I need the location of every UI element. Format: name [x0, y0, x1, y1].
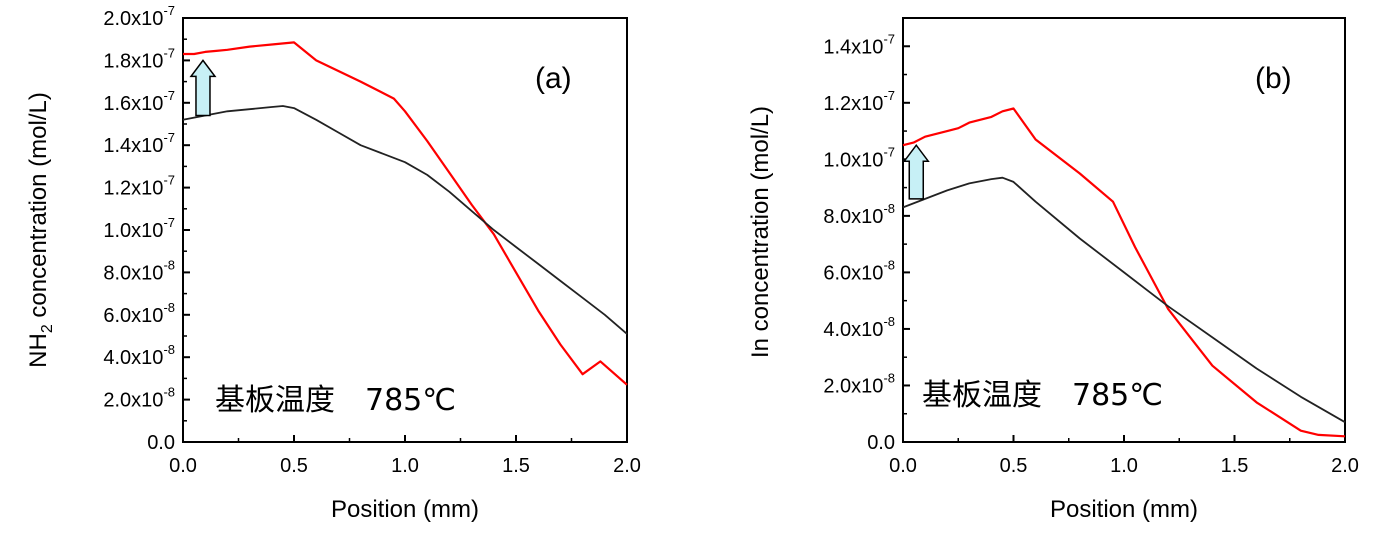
up-arrow-icon [902, 143, 930, 200]
y-tick-label: 0.0 [147, 432, 175, 454]
arrow-b [902, 143, 930, 200]
y-tick-label: 8.0x10-8 [823, 201, 895, 228]
series-lines-a [182, 41, 628, 386]
up-arrow-icon [189, 59, 217, 117]
x-tick-label: 2.0 [1331, 455, 1359, 477]
y-axis-title-a: NH2 concentration (mol/L) [25, 92, 56, 368]
x-tick-label: 0.0 [889, 455, 917, 477]
y-tick-label: 1.8x10-7 [103, 45, 175, 72]
x-axis-title-b: Position (mm) [1050, 496, 1198, 523]
y-ticks-a: 0.0 2.0x10-8 4.0x10-8 6.0x10-8 8.0x10-8 1.0x1… [103, 3, 190, 454]
x-tick-label: 2.0 [613, 455, 641, 477]
x-tick-label: 1.0 [1110, 455, 1138, 477]
y-tick-label: 1.2x10-7 [823, 88, 895, 115]
y-tick-label: 6.0x10-8 [823, 257, 895, 284]
x-axis-title-a: Position (mm) [331, 496, 479, 523]
temperature-annotation-b: 基板温度 785℃ [922, 378, 1163, 413]
x-tick-label: 0.5 [1000, 455, 1028, 477]
chart-panel-a: 0.0 2.0x10-8 4.0x10-8 6.0x10-8 8.0x10-8 1.0x1… [25, 3, 641, 523]
y-tick-label: 1.6x10-7 [103, 88, 175, 115]
y-tick-label: 2.0x10-7 [103, 3, 175, 30]
series-line-black [902, 176, 1346, 423]
series-line-black [182, 105, 628, 335]
x-tick-label: 1.5 [502, 455, 530, 477]
arrow-a [189, 59, 217, 117]
y-tick-label: 2.0x10-8 [103, 385, 175, 412]
x-tick-label: 0.0 [169, 455, 197, 477]
x-tick-label: 1.5 [1221, 455, 1249, 477]
y-tick-label: 0.0 [867, 432, 895, 454]
x-tick-label: 1.0 [391, 455, 419, 477]
y-tick-label: 4.0x10-8 [103, 342, 175, 369]
y-tick-label: 1.4x10-7 [103, 130, 175, 157]
series-lines-b [902, 107, 1346, 438]
y-tick-label: 1.0x10-7 [823, 144, 895, 171]
y-tick-label: 2.0x10-8 [823, 370, 895, 397]
y-tick-label: 1.0x10-7 [103, 215, 175, 242]
panel-label-b: (b) [1255, 62, 1292, 95]
y-tick-label: 1.4x10-7 [823, 31, 895, 58]
series-line-red [902, 107, 1346, 438]
temperature-annotation-a: 基板温度 785℃ [215, 383, 456, 418]
y-tick-label: 8.0x10-8 [103, 257, 175, 284]
x-tick-label: 0.5 [280, 455, 308, 477]
series-line-red [183, 41, 628, 386]
y-tick-label: 6.0x10-8 [103, 300, 175, 327]
y-tick-label: 4.0x10-8 [823, 314, 895, 341]
y-axis-title-b: In concentration (mol/L) [747, 106, 774, 358]
panel-label-a: (a) [535, 62, 572, 95]
x-ticks-a: 0.0 0.5 1.0 1.5 2.0 [169, 435, 641, 477]
y-ticks-b: 0.0 2.0x10-8 4.0x10-8 6.0x10-8 8.0x10-8 1.0x1… [823, 31, 910, 454]
x-ticks-b: 0.0 0.5 1.0 1.5 2.0 [889, 435, 1359, 477]
chart-panel-b: 0.0 2.0x10-8 4.0x10-8 6.0x10-8 8.0x10-8 1.0x1… [747, 17, 1359, 523]
y-tick-label: 1.2x10-7 [103, 173, 175, 200]
